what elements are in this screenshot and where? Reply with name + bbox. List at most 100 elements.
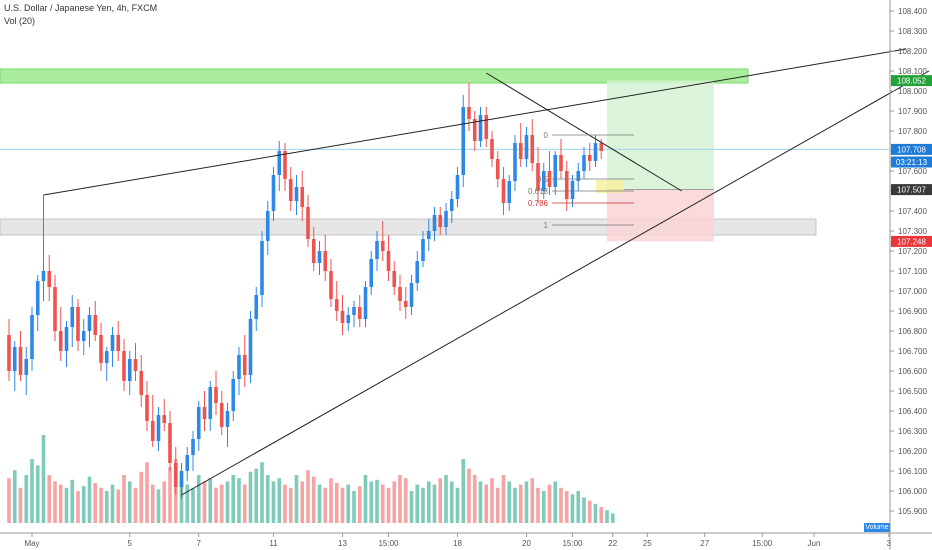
candle-body: [317, 251, 322, 263]
volume-bar: [501, 475, 506, 523]
volume-bar: [70, 479, 75, 523]
volume-bar: [461, 459, 466, 523]
volume-bar: [513, 487, 517, 523]
candle-body: [415, 261, 420, 283]
volume-pane-tag[interactable]: Volume: [864, 523, 890, 532]
volume-bar: [553, 481, 558, 523]
candle-body: [472, 119, 477, 141]
volume-bar: [18, 487, 23, 523]
volume-bar: [7, 478, 11, 523]
time-tick-label: 27: [700, 539, 709, 548]
candle-body: [87, 315, 92, 331]
zones-layer: [0, 68, 889, 242]
candle-body: [530, 135, 535, 163]
volume-bar: [507, 481, 512, 523]
candle-body: [81, 331, 86, 341]
volume-bar: [403, 478, 408, 523]
candle-body: [179, 471, 184, 487]
volume-bar: [386, 487, 391, 523]
price-tick-label: 107.800: [898, 127, 927, 136]
volume-bar: [231, 475, 236, 523]
volume-bar: [472, 475, 477, 523]
volume-bar: [41, 435, 46, 523]
time-tick-label: 15:00: [378, 539, 399, 548]
volume-bar: [12, 470, 17, 523]
time-tick-label: 20: [522, 539, 531, 548]
volume-bar: [530, 478, 535, 523]
candle-body: [541, 171, 546, 191]
volume-bar: [346, 484, 351, 523]
candle-body: [323, 251, 328, 271]
volume-bar: [455, 487, 460, 523]
volume-bar: [214, 487, 218, 523]
time-tick-label: 5: [128, 539, 133, 548]
volume-bar: [559, 487, 563, 523]
volume-bar: [375, 479, 379, 523]
price-tick-label: 105.900: [898, 507, 927, 516]
candle-body: [329, 271, 333, 299]
candle-body: [392, 271, 397, 287]
candle-body: [449, 199, 454, 211]
volume-bar: [242, 484, 247, 523]
candle-body: [599, 143, 604, 151]
candle-body: [219, 403, 224, 427]
volume-bar: [363, 475, 368, 523]
candle-body: [225, 411, 230, 427]
time-tick-label: 11: [269, 539, 278, 548]
volume-bar: [127, 481, 132, 523]
candle-body: [30, 315, 34, 359]
candle-body: [76, 307, 80, 341]
volume-bar: [432, 484, 437, 523]
candle-body: [248, 319, 253, 375]
stop-loss-area: [607, 189, 714, 242]
price-label-box: [891, 156, 932, 168]
volume-bar: [139, 471, 144, 523]
price-tick-label: 107.200: [898, 247, 927, 256]
candle-body: [214, 387, 218, 403]
volume-bar: [478, 481, 483, 523]
candle-body: [513, 143, 517, 181]
candle-body: [346, 315, 351, 323]
price-label-box: [891, 235, 932, 247]
volume-bar: [93, 483, 98, 523]
volume-bar: [76, 491, 80, 523]
candle-body: [139, 371, 144, 395]
candle-body: [501, 179, 506, 203]
volume-bar: [116, 489, 121, 523]
candle-body: [237, 355, 241, 379]
candle-body: [231, 379, 236, 411]
candle-body: [421, 239, 425, 261]
candle-body: [156, 415, 161, 441]
price-tick-label: 106.700: [898, 347, 927, 356]
price-tick-label: 106.500: [898, 387, 927, 396]
volume-bar: [357, 486, 362, 523]
candle-body: [582, 155, 586, 171]
volume-bar: [610, 513, 615, 523]
candle-body: [294, 187, 299, 201]
down-trendline: [485, 72, 683, 192]
time-tick-label: 3: [887, 539, 892, 548]
candle-body: [104, 351, 109, 363]
candle-body: [41, 271, 46, 281]
candle-body: [564, 171, 569, 199]
volume-bar: [260, 462, 264, 523]
volume-bar: [444, 475, 448, 523]
candle-body: [559, 155, 563, 171]
price-tick-label: 107.100: [898, 267, 927, 276]
time-axis[interactable]: May57111315:00182015:0022252715:00Jun315…: [0, 532, 932, 548]
candle-body: [173, 463, 178, 487]
volume-bar: [599, 507, 604, 523]
candle-body: [398, 287, 402, 301]
volume-bar: [191, 487, 195, 523]
volume-bar: [323, 487, 328, 523]
volume-bar: [570, 494, 575, 523]
candle-body: [122, 351, 126, 381]
candle-body: [53, 287, 57, 331]
volume-bar: [179, 478, 184, 523]
volume-bar: [541, 491, 546, 523]
volume-bar: [398, 475, 402, 523]
volume-bar: [467, 468, 471, 523]
time-tick-label: 15:00: [752, 539, 773, 548]
price-tick-label: 108.300: [898, 27, 927, 36]
